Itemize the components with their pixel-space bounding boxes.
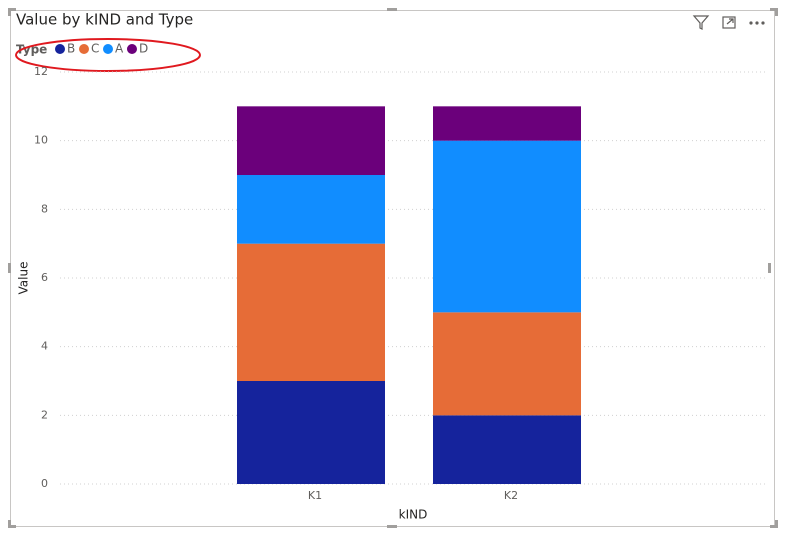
bar-segment [433, 415, 581, 484]
legend-marker [103, 44, 113, 54]
y-tick-label: 2 [41, 408, 48, 421]
bar-segment [433, 312, 581, 416]
resize-handles [8, 8, 778, 528]
x-tick-label: K2 [504, 489, 518, 502]
visual-header-icons[interactable] [692, 15, 765, 30]
bar-segment [237, 106, 385, 175]
legend-marker [55, 44, 65, 54]
legend-label: A [115, 42, 124, 56]
legend-label: C [91, 42, 99, 56]
legend-label: D [139, 42, 148, 56]
x-tick-label: K1 [308, 489, 322, 502]
legend-title: Type [16, 43, 47, 57]
bar-segment [237, 175, 385, 244]
y-tick-label: 10 [34, 134, 48, 147]
y-tick-label: 8 [41, 202, 48, 215]
y-tick-label: 0 [41, 477, 48, 490]
visual-frame [10, 10, 775, 527]
y-tick-label: 4 [41, 340, 48, 353]
legend-label: B [67, 42, 75, 56]
bar-segment [237, 381, 385, 484]
bar-segment [237, 243, 385, 381]
annotation-circle [15, 38, 201, 72]
bar-segment [433, 106, 581, 141]
y-axis-title: Value [17, 262, 31, 295]
legend-marker [79, 44, 89, 54]
bar-segment [433, 140, 581, 313]
x-axis-title: kIND [399, 508, 428, 522]
y-tick-label: 6 [41, 271, 48, 284]
y-tick-label: 12 [34, 65, 48, 78]
legend-marker [127, 44, 137, 54]
chart-title: Value by kIND and Type [16, 11, 193, 29]
